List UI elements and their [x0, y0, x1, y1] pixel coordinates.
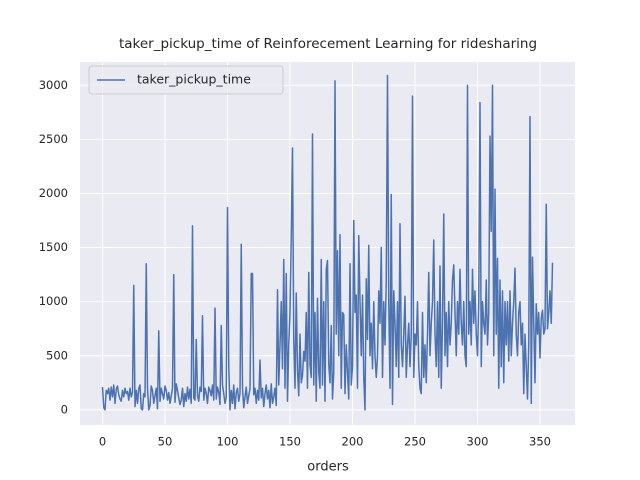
x-axis-label: orders [307, 460, 349, 475]
y-tick-label: 3000 [39, 78, 68, 92]
x-tick-label: 0 [99, 435, 106, 449]
x-tick-label: 250 [404, 435, 426, 449]
x-tick-label: 50 [158, 435, 173, 449]
y-tick-label: 0 [61, 402, 68, 416]
x-tick-label: 100 [217, 435, 239, 449]
chart-title: taker_pickup_time of Reinforecement Lear… [119, 36, 537, 52]
x-tick-label: 350 [529, 435, 551, 449]
y-tick-label: 500 [46, 348, 68, 362]
x-tick-label: 150 [279, 435, 301, 449]
x-tick-label: 300 [467, 435, 489, 449]
data-line [101, 74, 554, 411]
plot-area [80, 62, 575, 425]
y-tick-label: 1000 [39, 294, 68, 308]
legend-box [88, 65, 284, 95]
legend-label: taker_pickup_time [137, 72, 251, 87]
y-tick-label: 2500 [39, 132, 68, 146]
y-tick-label: 2000 [39, 186, 68, 200]
y-tick-label: 1500 [39, 240, 68, 254]
x-tick-label: 200 [342, 435, 364, 449]
